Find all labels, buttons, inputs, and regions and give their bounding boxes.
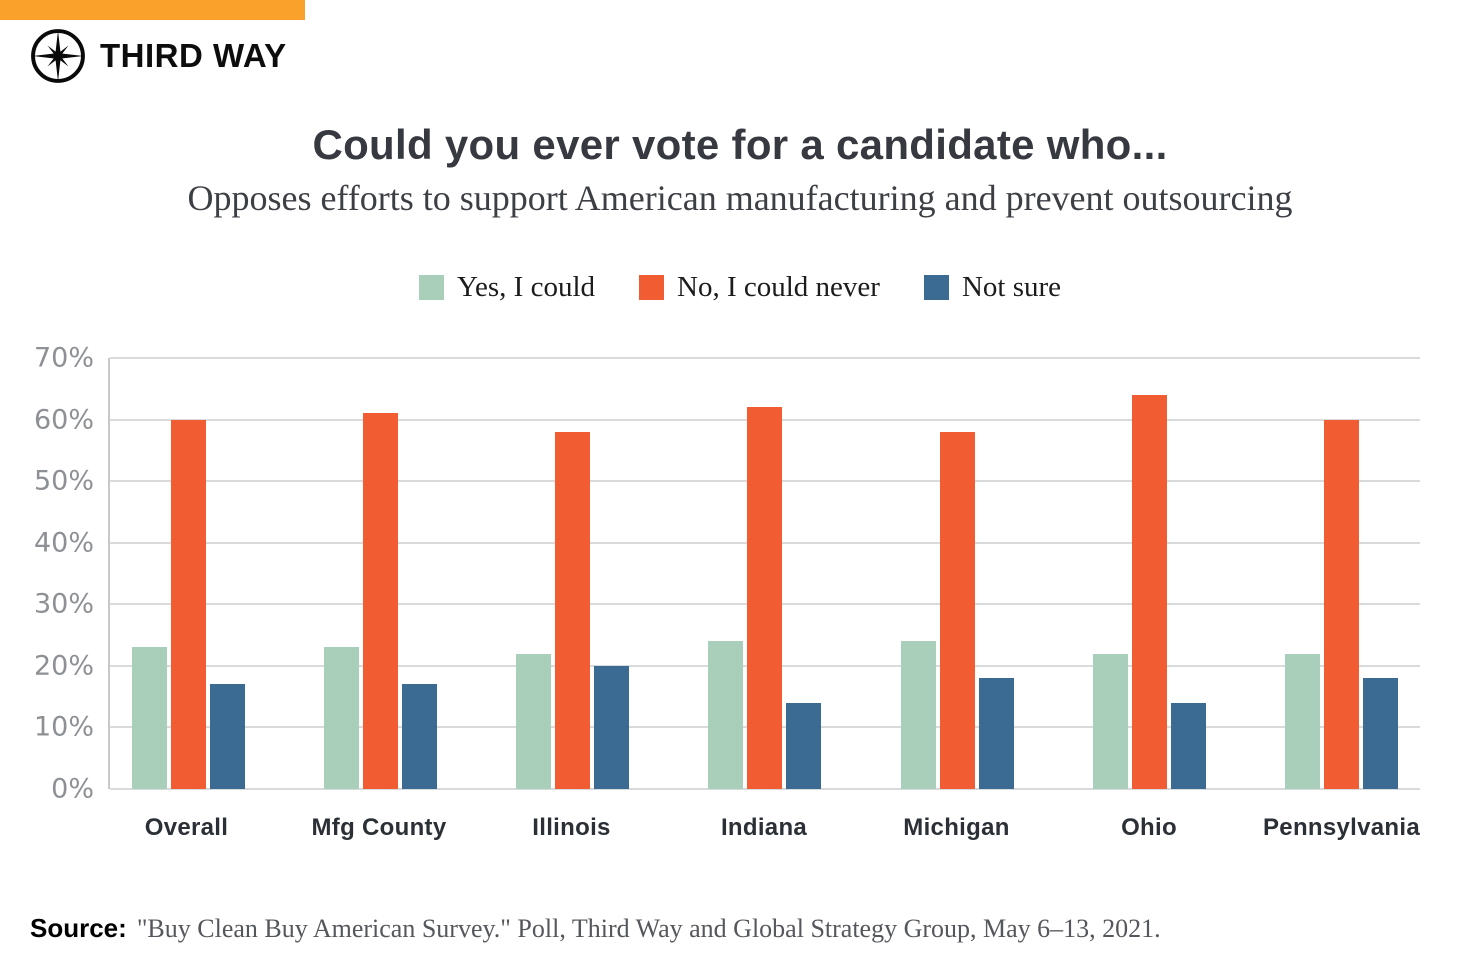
legend-label: Yes, I could [456, 271, 596, 303]
x-axis-label-mfg-county: Mfg County [311, 814, 447, 841]
bar-no-i-could-never-ohio [1131, 394, 1167, 789]
legend-item-no-i-could-never: No, I could never [639, 271, 880, 304]
legend-swatch-no-i-could-never [639, 275, 665, 300]
bar-no-i-could-never-michigan [939, 431, 975, 789]
bar-no-i-could-never-overall [171, 419, 206, 789]
legend-item-not-sure: Not sure [923, 271, 1062, 304]
bar-not-sure-ohio [1170, 702, 1206, 789]
compass-star-icon [31, 29, 85, 83]
y-axis-label: 10% [33, 711, 94, 743]
y-axis-label: 70% [33, 342, 94, 374]
x-axis-label-ohio: Ohio [1121, 814, 1177, 841]
bar-no-i-could-never-pennsylvania [1323, 419, 1359, 789]
bar-yes-i-could-ohio [1092, 653, 1128, 789]
bars-row [110, 358, 1420, 789]
legend-swatch-not-sure [923, 275, 949, 300]
bar-no-i-could-never-mfg-county [363, 413, 399, 789]
source-text: "Buy Clean Buy American Survey." Poll, T… [136, 914, 1161, 943]
bar-yes-i-could-pennsylvania [1284, 653, 1320, 789]
bar-group-overall [132, 358, 245, 789]
chart-title: Could you ever vote for a candidate who.… [312, 121, 1168, 168]
bar-not-sure-illinois [594, 665, 630, 789]
x-axis-label-illinois: Illinois [532, 814, 611, 841]
bar-not-sure-mfg-county [402, 684, 438, 789]
bar-no-i-could-never-illinois [555, 431, 591, 789]
bar-not-sure-pennsylvania [1362, 678, 1398, 789]
legend-swatch-yes-i-could [418, 275, 444, 300]
accent-bar [0, 0, 305, 20]
bar-group-michigan [900, 358, 1014, 789]
y-axis-label: 20% [33, 650, 94, 682]
x-axis-label-overall: Overall [144, 814, 229, 841]
bar-group-ohio [1092, 358, 1206, 789]
legend-label: Not sure [961, 271, 1062, 303]
x-axis-label-michigan: Michigan [903, 814, 1010, 841]
bar-yes-i-could-indiana [708, 641, 744, 789]
gridline [110, 788, 1420, 790]
source-line: Source: "Buy Clean Buy American Survey." … [30, 913, 1161, 944]
bar-yes-i-could-michigan [900, 641, 936, 789]
brand-name: THIRD WAY [100, 37, 287, 74]
legend-label: No, I could never [677, 271, 880, 303]
bar-no-i-could-never-indiana [747, 407, 783, 789]
bar-yes-i-could-mfg-county [324, 647, 360, 789]
bar-yes-i-could-overall [132, 647, 167, 789]
bar-group-illinois [516, 358, 630, 789]
brand-logo: THIRD WAY [30, 28, 287, 84]
y-axis-label: 40% [33, 527, 94, 559]
y-axis-label: 30% [33, 588, 94, 620]
bar-group-indiana [708, 358, 822, 789]
x-axis-label-indiana: Indiana [720, 814, 808, 841]
bar-not-sure-indiana [786, 702, 822, 789]
y-axis-label: 50% [33, 465, 94, 497]
y-axis-label: 60% [33, 404, 94, 436]
chart-subtitle: Opposes efforts to support American manu… [187, 178, 1293, 218]
x-axis-labels: Overall Mfg County Illinois Indiana Michigan… [108, 814, 1420, 842]
y-axis-label: 0% [51, 773, 94, 805]
bar-not-sure-michigan [978, 678, 1014, 789]
plot-area: 0% 10% 20% 30% 40% 50% 60% 70% [34, 343, 1420, 805]
bar-group-pennsylvania [1284, 358, 1398, 789]
bar-not-sure-overall [210, 684, 245, 789]
chart-legend: Yes, I could No, I could never Not sure [0, 271, 1480, 304]
bar-yes-i-could-illinois [516, 653, 552, 789]
x-axis-label-pennsylvania: Pennsylvania [1263, 814, 1421, 841]
gridline [110, 357, 1420, 359]
source-label: Source: [30, 913, 127, 943]
bar-group-mfg-county [324, 358, 438, 789]
legend-item-yes-i-could: Yes, I could [418, 271, 596, 304]
